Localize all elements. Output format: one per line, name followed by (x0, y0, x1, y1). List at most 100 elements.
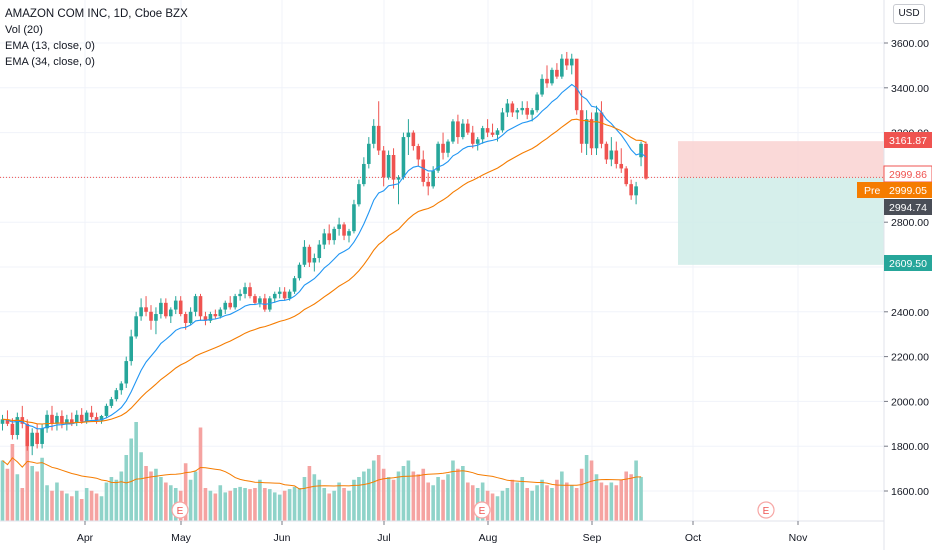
volume-bar (317, 479, 322, 521)
volume-bar (609, 482, 614, 521)
candle-body (109, 399, 114, 406)
volume-bar (490, 493, 495, 521)
volume-bar (594, 474, 599, 521)
price-tag-last (884, 199, 932, 215)
volume-bar (99, 496, 104, 521)
candle-body (169, 309, 173, 317)
candle-body (644, 143, 648, 179)
candle-body (114, 390, 119, 400)
volume-bar (159, 477, 163, 521)
candle-body (589, 119, 594, 149)
candle-body (451, 121, 455, 142)
candle-body (505, 103, 510, 113)
volume-bar (15, 474, 20, 521)
currency-button[interactable]: USD (893, 4, 925, 24)
volume-bars (0, 422, 643, 521)
candle-body (446, 141, 450, 153)
volume-bar (510, 479, 515, 521)
volume-bar (540, 479, 544, 521)
volume-bar (550, 488, 554, 521)
candle-body (307, 246, 312, 263)
symbol-title[interactable]: AMAZON COM INC, 1D, Cboe BZX (5, 8, 188, 20)
volume-bar (302, 477, 307, 521)
volume-bar (599, 482, 604, 521)
candle-body (99, 415, 104, 421)
candle-body (584, 119, 589, 144)
volume-bar (0, 460, 5, 521)
volume-bar (149, 471, 153, 521)
candle-body (386, 155, 391, 178)
candle-body (579, 110, 584, 144)
candle-body (139, 307, 143, 317)
candle-body (431, 170, 435, 187)
take-profit-zone[interactable] (678, 177, 884, 265)
candle-body (302, 246, 307, 265)
candle-body (312, 258, 317, 263)
legend-volume[interactable]: Vol (20) (5, 24, 43, 36)
volume-bar (386, 477, 391, 521)
volume-bar (565, 482, 569, 521)
candle-body (149, 311, 153, 321)
volume-bar (401, 466, 406, 521)
candle-body (50, 414, 54, 424)
time-tick-label: Jul (377, 532, 390, 544)
premarket-badge (857, 182, 884, 198)
volume-bar (545, 485, 549, 521)
volume-bar (258, 479, 262, 521)
candle-body (629, 184, 633, 196)
earnings-marker[interactable] (171, 501, 189, 519)
earnings-marker[interactable] (757, 501, 775, 519)
volume-bar (203, 488, 208, 521)
candle-body (223, 302, 228, 310)
legend-ema-13[interactable]: EMA (13, close, 0) (5, 40, 95, 52)
volume-bar (287, 489, 292, 521)
volume-bar (396, 471, 401, 521)
volume-bar (277, 494, 282, 521)
time-tick-label: Aug (479, 532, 498, 544)
candle-body (25, 423, 30, 447)
volume-bar (114, 479, 119, 521)
volume-bar (154, 468, 158, 521)
candle-body (574, 58, 579, 111)
earnings-marker[interactable] (473, 501, 491, 519)
volume-bar (451, 460, 455, 521)
volume-bar (381, 468, 386, 521)
candle-body (183, 314, 188, 323)
candle-body (495, 130, 500, 135)
volume-bar (421, 468, 426, 521)
candle-body (461, 123, 465, 138)
volume-bar (426, 482, 430, 521)
candle-body (243, 287, 247, 294)
volume-bar (525, 488, 529, 521)
volume-bar (208, 490, 213, 521)
volume-bar (20, 488, 25, 521)
ema-34-line (2, 118, 647, 425)
candle-body (45, 414, 49, 429)
volume-bar (332, 490, 336, 521)
candle-body (327, 233, 331, 241)
candle-body (362, 163, 366, 185)
volume-bar (584, 455, 589, 521)
legend-ema-34[interactable]: EMA (34, close, 0) (5, 56, 95, 68)
volume-bar (500, 490, 505, 521)
candle-body (639, 143, 643, 158)
volume-bar (634, 460, 638, 521)
candle-body (79, 414, 84, 422)
candle-body (367, 143, 371, 164)
stop-loss-zone[interactable] (678, 141, 884, 178)
candle-body (248, 287, 252, 297)
volume-bar (74, 490, 79, 521)
volume-bar (579, 468, 584, 521)
volume-bar (342, 488, 346, 521)
candle-body (272, 293, 277, 299)
candle-body (569, 58, 574, 66)
candle-body (357, 184, 361, 205)
volume-bar (560, 471, 564, 521)
candle-body (475, 139, 480, 144)
candle-body (441, 143, 445, 153)
candle-body (401, 137, 406, 178)
volume-bar (367, 468, 371, 521)
candle-body (371, 125, 376, 144)
